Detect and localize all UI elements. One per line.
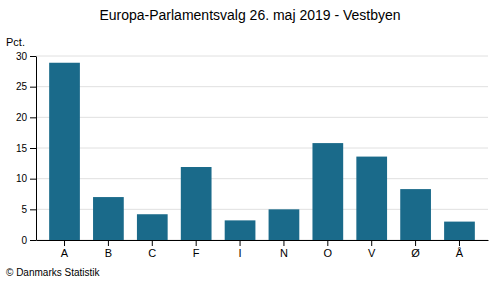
- x-tick-mark: [240, 240, 241, 246]
- x-tick-mark: [327, 240, 328, 246]
- title: Europa-Parlamentsvalg 26. maj 2019 - Ves…: [99, 7, 400, 23]
- x-tick-mark: [108, 240, 109, 246]
- grid-line: [36, 178, 488, 179]
- y-axis: 0 5 10 15 20 25 30: [16, 51, 37, 246]
- y-tick-mark: [30, 56, 36, 57]
- y-tick-label: 15: [16, 143, 28, 154]
- chart-container: Europa-Parlamentsvalg 26. maj 2019 - Ves…: [0, 0, 500, 282]
- x-tick-label: Ø: [411, 247, 420, 259]
- grid-line: [36, 56, 488, 57]
- chart: Europa-Parlamentsvalg 26. maj 2019 - Ves…: [0, 0, 500, 282]
- bar: [400, 189, 431, 240]
- x-tick: F: [193, 240, 200, 259]
- y-tick: 15: [16, 143, 36, 154]
- x-tick-mark: [152, 240, 153, 246]
- y-axis-line: [36, 57, 37, 241]
- x-tick-mark: [415, 240, 416, 246]
- y-tick-label: 10: [16, 173, 28, 184]
- x-tick: O: [324, 240, 333, 259]
- grid-line: [36, 86, 488, 87]
- x-tick: Å: [456, 240, 464, 259]
- bar: [93, 197, 124, 240]
- x-tick: Ø: [411, 240, 420, 259]
- x-tick-label: Å: [456, 247, 464, 259]
- y-tick-mark: [30, 209, 36, 210]
- grid-line: [36, 117, 488, 118]
- bar: [444, 222, 475, 240]
- x-tick: C: [148, 240, 156, 259]
- y-tick-label: 5: [21, 204, 27, 215]
- y-axis-title: Pct.: [6, 36, 25, 48]
- x-tick: N: [280, 240, 288, 259]
- y-tick-mark: [30, 117, 36, 118]
- x-tick-label: A: [61, 247, 69, 259]
- x-tick-mark: [371, 240, 372, 246]
- x-axis-line: [37, 240, 489, 241]
- x-tick: I: [239, 240, 242, 259]
- grid-line: [36, 148, 488, 149]
- x-axis: ABCFINOVØÅ: [37, 240, 489, 259]
- x-tick-label: I: [239, 247, 242, 259]
- bar: [225, 220, 256, 240]
- x-tick-mark: [459, 240, 460, 246]
- x-tick-label: B: [105, 247, 112, 259]
- y-tick: 30: [16, 51, 36, 62]
- bar: [356, 157, 387, 240]
- footer: © Danmarks Statistik: [6, 267, 101, 278]
- y-tick: 10: [16, 173, 36, 184]
- y-tick-label: 25: [16, 81, 28, 92]
- y-tick-mark: [30, 148, 36, 149]
- y-tick: 5: [21, 204, 36, 215]
- bar: [181, 167, 212, 240]
- plot: 0 5 10 15 20 25 30 A B C F I N O V Ø Å: [16, 51, 489, 259]
- x-tick-mark: [196, 240, 197, 246]
- x-tick: V: [368, 240, 376, 259]
- y-tick-mark: [30, 240, 36, 241]
- x-tick: A: [61, 240, 69, 259]
- y-tick-mark: [30, 87, 36, 88]
- grid: [36, 56, 488, 240]
- bar: [137, 214, 168, 240]
- y-tick-label: 30: [16, 51, 28, 62]
- bars: [49, 63, 475, 240]
- y-tick: 20: [16, 112, 36, 123]
- y-tick: 0: [21, 235, 36, 246]
- y-tick-label: 0: [21, 235, 27, 246]
- x-tick-label: V: [368, 247, 376, 259]
- x-tick-mark: [283, 240, 284, 246]
- y-tick-label: 20: [16, 112, 28, 123]
- x-tick-label: N: [280, 247, 288, 259]
- y-tick: 25: [16, 81, 36, 92]
- x-tick-label: O: [324, 247, 333, 259]
- y-tick-mark: [30, 179, 36, 180]
- x-tick-label: F: [193, 247, 200, 259]
- bar: [49, 63, 80, 240]
- x-tick-label: C: [148, 247, 156, 259]
- bar: [312, 143, 343, 240]
- x-tick: B: [105, 240, 112, 259]
- x-tick-mark: [64, 240, 65, 246]
- bar: [269, 209, 300, 240]
